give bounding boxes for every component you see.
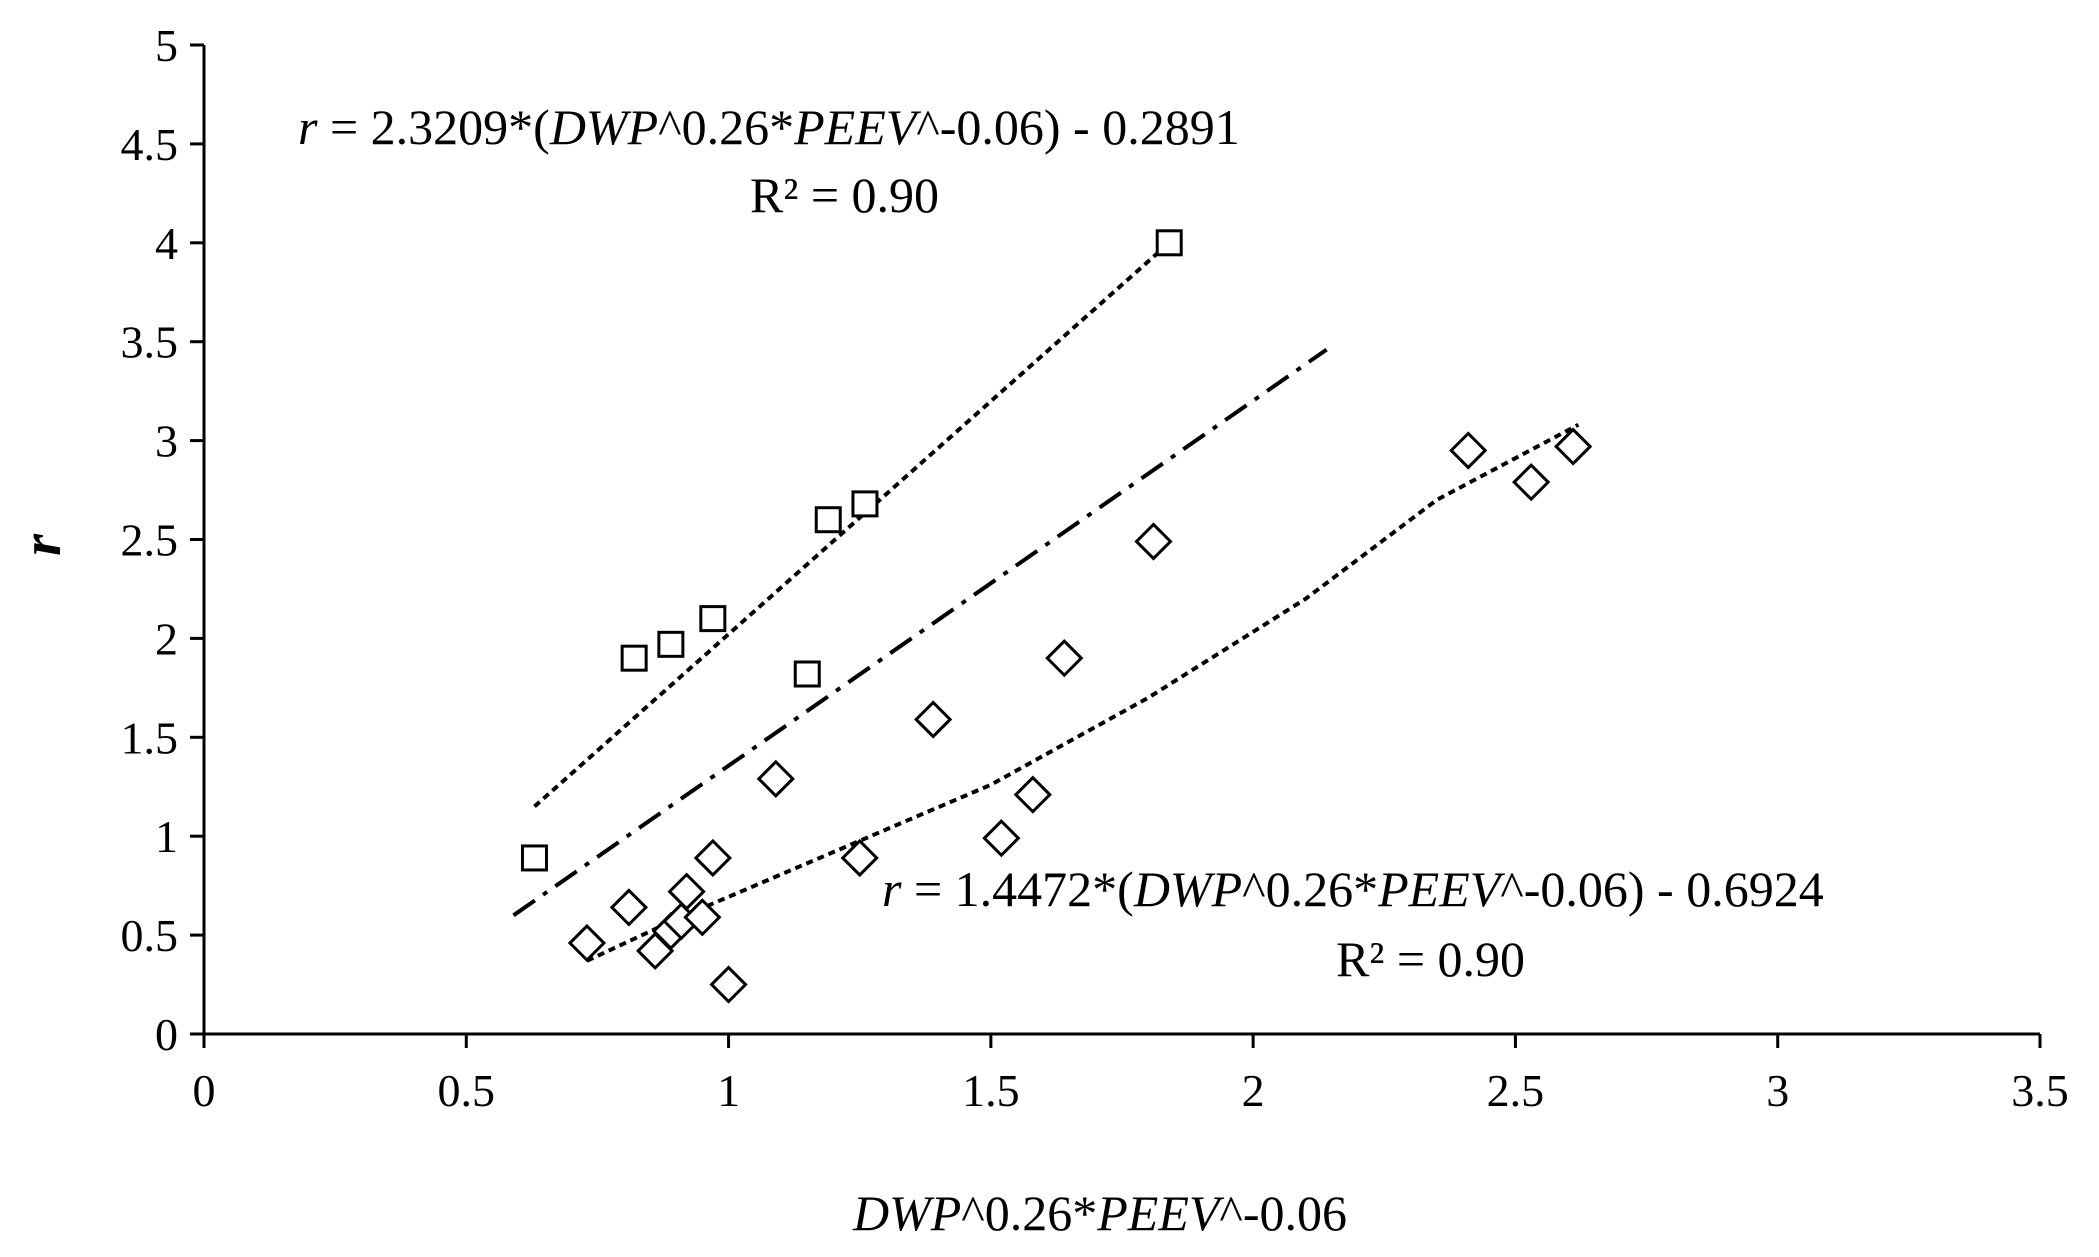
square-point xyxy=(620,644,648,672)
diamond-point xyxy=(667,872,706,911)
marker-layer xyxy=(520,229,1593,1004)
lower-equation-part: ^-0.06) - 0.6924 xyxy=(1500,861,1823,917)
upper-equation-part: r xyxy=(298,99,318,155)
diamond-point xyxy=(914,700,953,739)
upper-equation-part: = 2.3209*( xyxy=(317,99,549,155)
x-tick-label: 3 xyxy=(1766,1065,1789,1116)
square-point xyxy=(793,660,821,688)
diamond-point xyxy=(683,898,722,937)
diamond-point xyxy=(1045,639,1084,678)
y-tick-label: 1.5 xyxy=(121,712,179,763)
upper-equation-part: ^0.26* xyxy=(658,99,794,155)
upper-equation-part: PEEV xyxy=(793,99,922,155)
square-point xyxy=(657,630,685,658)
x-tick-label: 1.5 xyxy=(962,1065,1020,1116)
x-tick-label: 1 xyxy=(717,1065,740,1116)
x-tick-label: 2.5 xyxy=(1487,1065,1545,1116)
y-tick-label: 2.5 xyxy=(121,515,179,566)
diamond-point xyxy=(609,888,649,927)
diamond-point xyxy=(567,923,607,963)
lower-equation-part: r xyxy=(882,861,902,917)
x-axis-title-part: ^-0.06 xyxy=(1219,1185,1347,1241)
x-axis-title: DWP^0.26*PEEV^-0.06 xyxy=(852,1185,1347,1241)
upper-equation-part: ^-0.06) - 0.2891 xyxy=(916,99,1239,155)
y-tick-label: 0 xyxy=(155,1009,178,1060)
upper-equation-part: DWP xyxy=(549,99,658,155)
y-axis-title: r xyxy=(11,533,73,556)
upper-r-squared: R² = 0.90 xyxy=(750,167,939,223)
square-point xyxy=(851,490,879,518)
trendline-2 xyxy=(512,347,1328,917)
y-tick-label: 0.5 xyxy=(121,910,179,961)
x-axis-title-part: DWP xyxy=(852,1185,961,1241)
lower-equation-part: PEEV xyxy=(1377,861,1506,917)
lower-equation-part: ^0.26* xyxy=(1242,861,1378,917)
x-tick-label: 0 xyxy=(193,1065,216,1116)
lower-equation-part: = 1.4472*( xyxy=(901,861,1133,917)
y-tick-label: 1 xyxy=(155,811,178,862)
y-tick-label: 3.5 xyxy=(121,317,179,368)
x-tick-label: 2 xyxy=(1242,1065,1265,1116)
diamond-point xyxy=(693,838,732,878)
x-axis-title-part: PEEV xyxy=(1096,1185,1225,1241)
lower-equation: r = 1.4472*(DWP^0.26*PEEV^-0.06) - 0.692… xyxy=(882,861,1824,917)
y-tick-label: 4 xyxy=(155,218,178,269)
diamond-point xyxy=(756,759,795,798)
x-axis-title-part: ^0.26* xyxy=(961,1185,1097,1241)
square-point xyxy=(1155,229,1183,257)
diamond-point xyxy=(1512,463,1551,502)
y-tick-label: 5 xyxy=(155,20,178,71)
lower-equation-part: DWP xyxy=(1133,861,1242,917)
diamond-point xyxy=(1554,427,1593,466)
x-tick-label: 3.5 xyxy=(2011,1065,2069,1116)
trendline-layer xyxy=(512,241,1580,963)
y-tick-label: 2 xyxy=(155,613,178,664)
diamond-point xyxy=(1134,522,1173,561)
y-tick-label: 3 xyxy=(155,416,178,467)
tick-layer: 0 0.5 1 1.5 2 2.5 3 3.5 4 4.5 5 0 0.5 1 1.5 2 2.5 3 3.5 xyxy=(121,20,2069,1116)
square-point xyxy=(699,605,727,633)
lower-r-squared: R² = 0.90 xyxy=(1336,931,1525,987)
diamond-point xyxy=(840,838,879,878)
y-tick-label: 4.5 xyxy=(121,119,179,170)
x-tick-label: 0.5 xyxy=(438,1065,496,1116)
diamond-point xyxy=(1013,775,1052,814)
diamond-point xyxy=(1449,431,1488,470)
diamond-point xyxy=(982,819,1021,858)
square-point xyxy=(814,506,842,534)
trendline-1 xyxy=(533,241,1171,809)
upper-equation: r = 2.3209*(DWP^0.26*PEEV^-0.06) - 0.289… xyxy=(298,99,1240,155)
square-point xyxy=(520,844,548,872)
diamond-point xyxy=(709,965,748,1004)
